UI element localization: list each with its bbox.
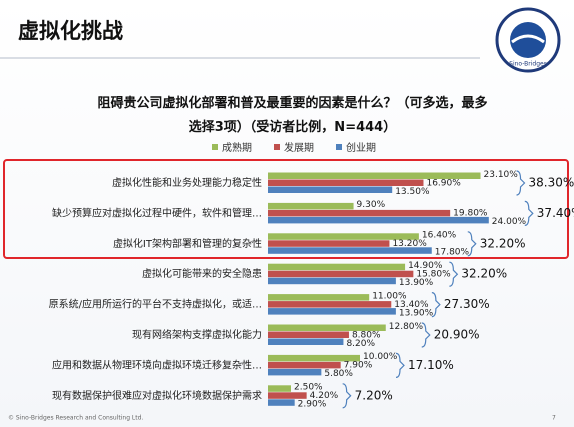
data-label: 2.90% [298, 400, 327, 410]
category-label: 原系统/应用所运行的平台不支持虚拟化，或适… [49, 298, 262, 311]
bar [268, 392, 307, 399]
bar [268, 324, 386, 331]
total-label: 7.20% [355, 388, 393, 402]
data-label: 13.50% [395, 187, 430, 197]
bar [268, 354, 360, 362]
data-label: 9.30% [357, 200, 386, 210]
bar [268, 202, 354, 210]
logo-text: Sino-Bridges [509, 61, 547, 68]
total-label: 37.40% [537, 206, 574, 220]
brace [395, 352, 405, 378]
brace [467, 231, 477, 257]
total-label: 38.30% [529, 176, 574, 190]
data-label: 16.90% [426, 178, 461, 188]
bar [268, 331, 349, 338]
data-label: 16.40% [422, 231, 457, 241]
category-label: 虚拟化性能和业务处理能力稳定性 [112, 176, 262, 189]
brace [431, 292, 441, 318]
bar [268, 247, 432, 254]
data-label: 14.90% [408, 261, 443, 271]
brace [449, 261, 459, 287]
page-number: 7 [552, 415, 556, 422]
data-label: 13.90% [399, 308, 434, 318]
data-label: 23.10% [484, 170, 519, 180]
bar [268, 270, 414, 278]
legend-swatch [274, 144, 280, 150]
data-label: 13.40% [394, 300, 429, 310]
bar [268, 179, 424, 186]
bar [268, 240, 390, 247]
bar [268, 385, 291, 392]
bar [268, 399, 295, 406]
category-label: 虚拟化可能带来的安全隐患 [142, 267, 262, 280]
copyright: © Sino-Bridges Research and Consulting L… [8, 415, 143, 422]
category-label: 现有数据保护很难应对虚拟化环境数据保护需求 [52, 389, 262, 402]
logo-core [510, 22, 546, 58]
bar [268, 263, 406, 271]
data-label: 19.80% [453, 209, 488, 219]
bar [268, 233, 419, 240]
bar [268, 216, 489, 224]
bar [268, 368, 322, 376]
legend-swatch [212, 144, 218, 150]
data-label: 17.80% [435, 248, 470, 258]
data-label: 4.20% [310, 391, 339, 401]
bar [268, 301, 392, 308]
bar [268, 308, 396, 315]
brace [421, 322, 431, 348]
total-label: 32.20% [480, 236, 526, 250]
total-label: 27.30% [444, 297, 490, 311]
legend-label: 创业期 [346, 141, 376, 154]
bar [268, 294, 370, 301]
bar [268, 338, 344, 345]
data-label: 24.00% [492, 217, 527, 227]
legend-label: 成熟期 [222, 141, 252, 154]
category-label: 虚拟化IT架构部署和管理的复杂性 [113, 237, 262, 250]
data-label: 8.80% [352, 330, 381, 340]
data-label: 15.80% [416, 269, 451, 279]
category-label: 缺少预算应对虚拟化过程中硬件，软件和管理… [52, 206, 262, 219]
brace [342, 383, 352, 409]
total-label: 20.90% [434, 328, 480, 342]
data-label: 13.90% [399, 278, 434, 288]
brace [516, 170, 526, 196]
category-label: 应用和数据从物理环境向虚拟环境迁移复杂性… [52, 358, 262, 371]
slide-title: 虚拟化挑战 [18, 19, 123, 43]
brace [524, 200, 534, 226]
highlight-box [3, 159, 569, 259]
total-label: 32.20% [461, 267, 507, 281]
data-label: 10.00% [363, 352, 398, 362]
logo-bridge [511, 34, 545, 44]
chart-title: 阻碍贵公司虚拟化部署和普及最重要的因素是什么？（可多选，最多选择3项）（受访者比… [97, 96, 488, 135]
bar [268, 361, 341, 369]
data-label: 5.80% [324, 369, 353, 379]
total-label: 17.10% [408, 358, 454, 372]
legend-swatch [336, 144, 342, 150]
data-label: 11.00% [372, 291, 407, 301]
data-label: 13.20% [392, 239, 427, 249]
bar [268, 209, 451, 217]
legend-label: 发展期 [284, 141, 314, 154]
data-label: 7.90% [344, 361, 373, 371]
category-label: 现有网络架构支撑虚拟化能力 [132, 328, 262, 341]
bar [268, 277, 396, 285]
data-label: 2.50% [294, 383, 323, 393]
data-label: 8.20% [346, 339, 375, 349]
bar [268, 172, 481, 179]
bar [268, 186, 393, 193]
data-label: 12.80% [389, 322, 424, 332]
